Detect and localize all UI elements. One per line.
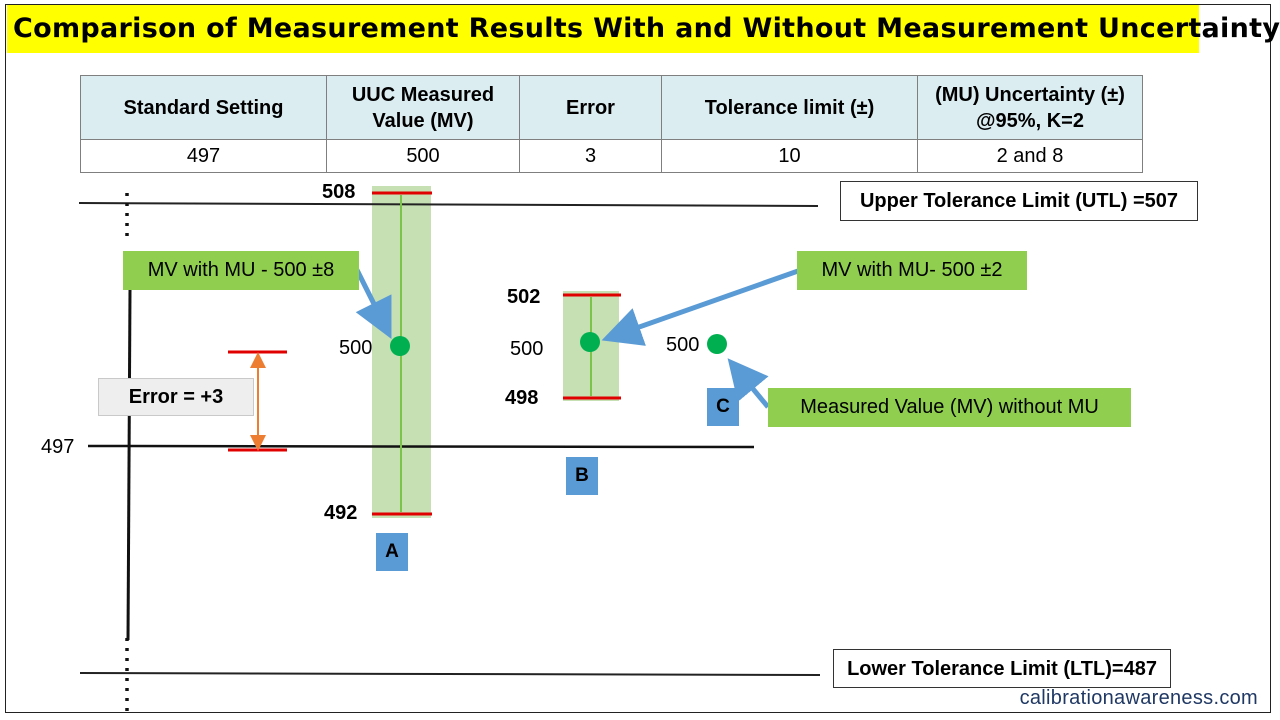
callout-b: MV with MU- 500 ±2 (797, 251, 1027, 290)
vertical-axis (126, 289, 132, 641)
lower-value-b: 498 (505, 387, 539, 409)
header-uncertainty: (MU) Uncertainty (±) @95%, K=2 (917, 75, 1143, 140)
lower-value-a: 492 (324, 502, 358, 524)
callout-arrow-a (353, 266, 392, 339)
callout-a: MV with MU - 500 ±8 (123, 251, 359, 290)
center-value-a: 500 (339, 337, 373, 359)
header-error: Error (519, 75, 662, 140)
ltl-label: Lower Tolerance Limit (LTL)=487 (833, 649, 1171, 688)
header-uuc-measured-value: UUC Measured Value (MV) (326, 75, 520, 140)
standard-line (87, 444, 755, 449)
measured-dot-c (707, 334, 727, 354)
measurement-table: Standard Setting UUC Measured Value (MV)… (80, 75, 1143, 173)
measured-dot-a (390, 336, 410, 356)
callout-arrow-b (601, 268, 799, 346)
cell-tolerance-limit: 10 (661, 139, 918, 173)
slide-title: Comparison of Measurement Results With a… (7, 5, 1280, 53)
error-label: Error = +3 (98, 378, 254, 416)
tag-a: A (376, 533, 408, 571)
utl-label: Upper Tolerance Limit (UTL) =507 (840, 181, 1198, 221)
callout-arrow-c (727, 358, 770, 409)
slide-frame (5, 4, 1271, 713)
tag-b: B (566, 457, 598, 495)
callout-c: Measured Value (MV) without MU (768, 388, 1131, 427)
tag-c: C (707, 388, 739, 426)
utl-line (78, 202, 819, 207)
standard-value-label: 497 (41, 436, 75, 458)
upper-value-b: 502 (507, 286, 541, 308)
ltl-line (79, 672, 821, 676)
measured-dot-b (580, 332, 600, 352)
table-header-row: Standard Setting UUC Measured Value (MV)… (80, 75, 1143, 140)
cell-uncertainty: 2 and 8 (917, 139, 1143, 173)
cell-standard-setting: 497 (80, 139, 327, 173)
center-value-b: 500 (510, 338, 544, 360)
center-value-c: 500 (666, 334, 700, 356)
header-tolerance-limit: Tolerance limit (±) (661, 75, 918, 140)
cell-measured-value: 500 (326, 139, 520, 173)
cell-error: 3 (519, 139, 662, 173)
footer-site-name: calibrationawareness.com (1019, 687, 1258, 709)
upper-value-a: 508 (322, 181, 356, 203)
table-row: 497 500 3 10 2 and 8 (80, 139, 1143, 173)
